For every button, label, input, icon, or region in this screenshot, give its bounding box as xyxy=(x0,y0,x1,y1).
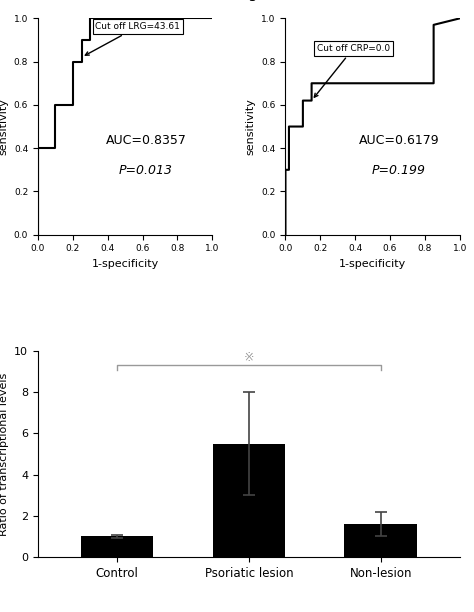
Bar xyxy=(345,524,417,557)
Y-axis label: Ratio of transcriptional levels: Ratio of transcriptional levels xyxy=(0,372,9,536)
Bar xyxy=(213,444,285,557)
Text: g: g xyxy=(247,0,257,1)
Text: Cut off LRG=43.61: Cut off LRG=43.61 xyxy=(85,22,180,55)
Text: P=0.199: P=0.199 xyxy=(372,164,426,177)
Bar xyxy=(81,536,153,557)
Text: ※: ※ xyxy=(244,351,254,364)
Text: P=0.013: P=0.013 xyxy=(119,164,173,177)
Text: Cut off CRP=0.0: Cut off CRP=0.0 xyxy=(314,44,390,97)
Text: AUC=0.8357: AUC=0.8357 xyxy=(106,134,186,147)
Text: AUC=0.6179: AUC=0.6179 xyxy=(358,134,439,147)
Text: f: f xyxy=(0,0,5,1)
X-axis label: 1-specificity: 1-specificity xyxy=(91,259,159,269)
Y-axis label: sensitivity: sensitivity xyxy=(0,98,8,155)
Y-axis label: sensitivity: sensitivity xyxy=(246,98,256,155)
X-axis label: 1-specificity: 1-specificity xyxy=(339,259,406,269)
